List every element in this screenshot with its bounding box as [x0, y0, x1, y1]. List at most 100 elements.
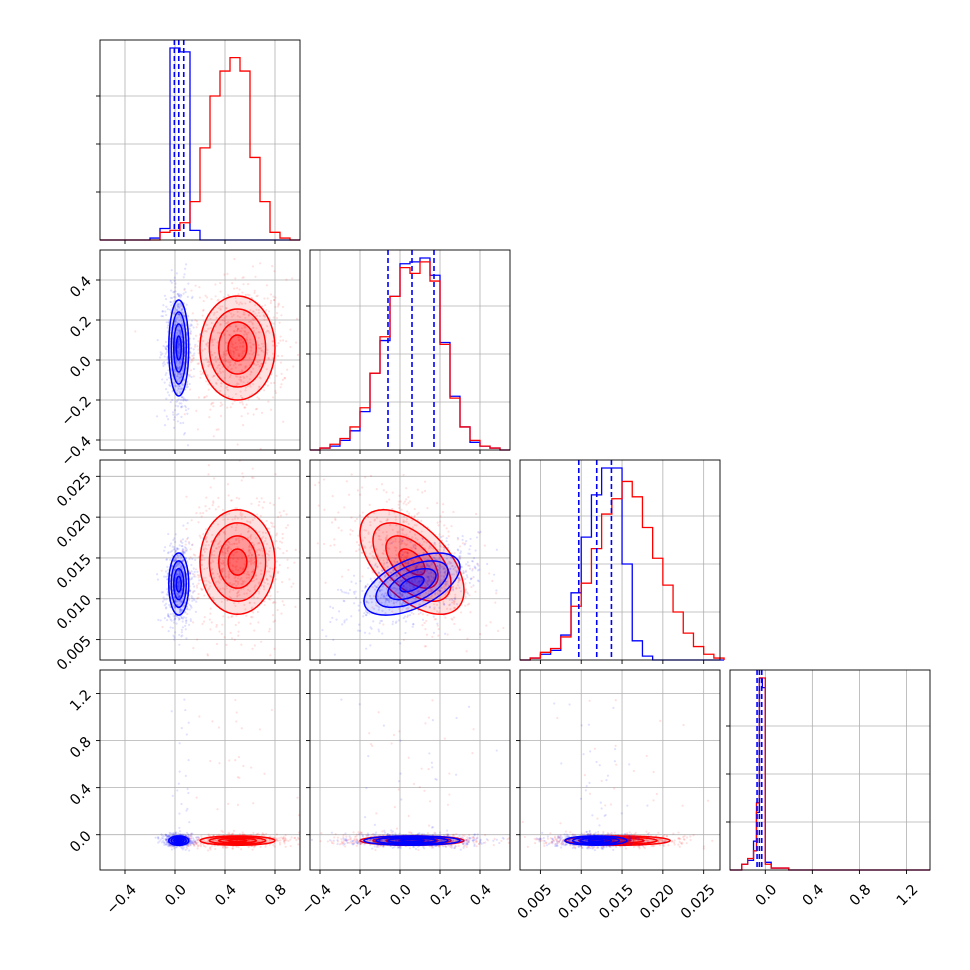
scatter-point [397, 583, 401, 587]
scatter-point [187, 540, 191, 544]
scatter-point [171, 545, 174, 548]
scatter-point [253, 343, 256, 346]
scatter-point [183, 413, 186, 416]
scatter-point [253, 629, 256, 632]
scatter-point [401, 579, 404, 582]
scatter-point [262, 345, 265, 348]
scatter-point [177, 302, 180, 306]
scatter-point [182, 616, 186, 619]
scatter-point [218, 370, 221, 373]
scatter-point [211, 567, 214, 571]
scatter-point [251, 353, 254, 356]
scatter-point [169, 308, 172, 311]
scatter-point [413, 551, 416, 555]
scatter-point [384, 538, 388, 541]
scatter-point [217, 307, 220, 310]
scatter-point [261, 305, 264, 308]
scatter-point [181, 567, 184, 571]
scatter-point [163, 363, 167, 366]
scatter-point [176, 329, 179, 332]
scatter-point [385, 534, 389, 537]
scatter-point [232, 351, 236, 354]
scatter-point [273, 619, 277, 622]
scatter-point [190, 563, 193, 567]
scatter-point [184, 540, 187, 543]
scatter-point [451, 585, 454, 589]
scatter-point [185, 399, 188, 402]
scatter-point [394, 557, 397, 560]
scatter-point [434, 592, 437, 595]
scatter-point [407, 522, 410, 526]
scatter-point [177, 564, 180, 567]
scatter-point [183, 404, 187, 408]
scatter-point [186, 536, 190, 539]
scatter-point [192, 357, 195, 360]
scatter-point [433, 558, 436, 561]
scatter-point [231, 402, 234, 405]
scatter-point [169, 384, 172, 388]
scatter-point [171, 296, 174, 300]
scatter-point [343, 619, 346, 622]
scatter-point [420, 579, 424, 582]
scatter-point [258, 500, 261, 503]
scatter-point [274, 473, 277, 476]
scatter-point [254, 275, 257, 278]
scatter-point [232, 553, 235, 557]
scatter-point [252, 310, 255, 313]
panel-2-1 [306, 459, 511, 664]
scatter-point [202, 844, 206, 847]
scatter-point [399, 564, 403, 567]
panel-content [134, 257, 300, 450]
scatter-point [185, 607, 188, 611]
scatter-point [416, 538, 419, 541]
scatter-point [301, 562, 303, 564]
scatter-point [282, 838, 285, 841]
scatter-point [321, 628, 324, 632]
scatter-point [241, 567, 245, 570]
scatter-point [218, 363, 221, 367]
scatter-point [419, 603, 422, 606]
scatter-point [374, 604, 378, 607]
scatter-point [225, 322, 228, 325]
scatter-point [173, 559, 176, 562]
scatter-point [183, 267, 187, 270]
scatter-point [178, 594, 181, 597]
scatter-point [401, 594, 404, 597]
scatter-point [399, 538, 403, 541]
scatter-point [176, 547, 179, 550]
scatter-point [496, 629, 500, 633]
scatter-point [177, 377, 181, 380]
scatter-point [189, 841, 192, 845]
scatter-point [401, 529, 404, 532]
scatter-point [180, 402, 183, 405]
scatter-point [210, 297, 213, 301]
scatter-point [386, 558, 389, 562]
scatter-point [370, 580, 374, 583]
scatter-point [185, 831, 189, 834]
scatter-point [171, 554, 174, 557]
scatter-point [205, 579, 208, 582]
scatter-point [325, 635, 328, 638]
scatter-point [241, 396, 244, 400]
scatter-point [421, 572, 425, 575]
scatter-point [409, 541, 412, 544]
scatter-point [380, 483, 384, 486]
scatter-point [175, 622, 178, 625]
scatter-point [250, 766, 253, 769]
scatter-point [406, 614, 410, 617]
scatter-point [211, 559, 214, 562]
scatter-point [407, 561, 410, 565]
scatter-point [172, 291, 175, 294]
scatter-point [176, 304, 179, 307]
scatter-point [241, 396, 244, 400]
scatter-point [227, 570, 231, 573]
scatter-point [368, 594, 372, 598]
scatter-point [405, 551, 409, 554]
scatter-point [244, 365, 247, 368]
scatter-point [190, 832, 193, 836]
scatter-point [439, 590, 442, 593]
scatter-point [237, 589, 241, 592]
scatter-point [173, 546, 176, 549]
scatter-point [370, 601, 373, 604]
scatter-point [427, 575, 430, 578]
